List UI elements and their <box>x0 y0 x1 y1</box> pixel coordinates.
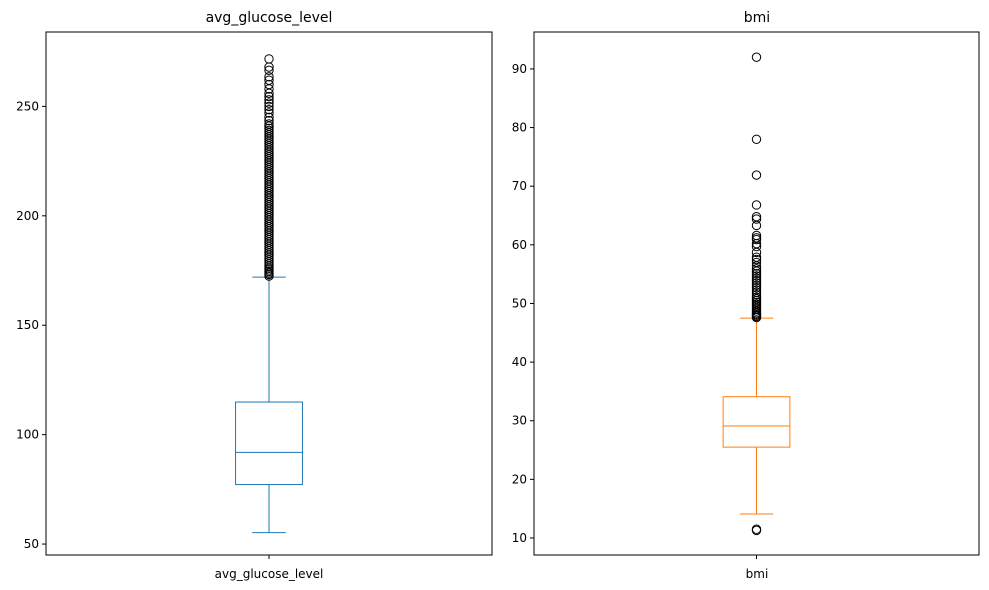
glucose-outlier-point <box>264 65 274 75</box>
bmi-outlier-point <box>751 134 762 144</box>
bmi-y-tick-label: 50 <box>512 296 527 310</box>
bmi-outlier-point <box>751 275 762 286</box>
bmi-outlier-point <box>751 252 762 262</box>
bmi-outlier-point <box>751 52 762 62</box>
glucose-y-tick-label: 150 <box>16 318 39 332</box>
glucose-y-tick-label: 200 <box>16 209 39 223</box>
glucose-outlier-point <box>264 104 274 115</box>
bmi-outlier-point <box>751 282 762 293</box>
glucose-outlier-point <box>264 54 274 64</box>
glucose-outlier-point <box>264 101 274 112</box>
glucose-chart-title: avg_glucose_level <box>206 10 333 26</box>
bmi-outlier-point <box>751 264 762 274</box>
bmi-y-tick-label: 70 <box>512 179 527 193</box>
bmi-outlier-point <box>751 271 762 281</box>
bmi-y-axis: 10 20 30 40 50 60 70 80 90 <box>512 62 757 559</box>
glucose-y-axis: 50 100 150 200 250 <box>16 99 270 559</box>
bmi-outlier-point <box>751 287 762 298</box>
bmi-box <box>722 396 791 448</box>
glucose-outlier-point <box>264 115 274 126</box>
bmi-y-tick-label: 10 <box>512 531 527 545</box>
glucose-outlier-point <box>264 125 274 136</box>
bmi-outlier-point <box>751 524 762 534</box>
bmi-panel: bmi bmi 10 20 30 40 50 60 70 80 90 <box>512 10 980 581</box>
bmi-outlier-point <box>751 268 762 279</box>
glucose-outlier-point <box>264 98 274 108</box>
bmi-y-tick-label: 40 <box>512 355 527 369</box>
bmi-outlier-point <box>751 280 762 290</box>
bmi-outlier-point <box>751 200 762 210</box>
bmi-outliers <box>751 52 762 536</box>
glucose-x-tick-label: avg_glucose_level <box>215 567 324 581</box>
glucose-y-tick-label: 250 <box>16 99 39 113</box>
bmi-outlier-point <box>751 257 762 268</box>
glucose-box <box>235 401 303 486</box>
bmi-outlier-point <box>751 170 762 180</box>
glucose-panel: avg_glucose_level avg_glucose_level 50 10… <box>16 10 493 581</box>
glucose-y-tick-label: 50 <box>24 537 39 551</box>
glucose-outlier-point <box>264 112 274 123</box>
bmi-outlier-point <box>751 278 762 288</box>
bmi-outlier-point <box>751 233 762 243</box>
bmi-outlier-point <box>751 214 762 224</box>
glucose-outlier-point <box>264 123 274 133</box>
bmi-boxplot <box>722 317 791 515</box>
bmi-outlier-point <box>751 211 762 222</box>
bmi-outlier-point <box>751 292 762 302</box>
glucose-outlier-point <box>264 108 274 118</box>
bmi-x-tick-label: bmi <box>746 567 769 581</box>
bmi-outlier-point <box>751 273 762 283</box>
glucose-outlier-point <box>264 95 274 105</box>
bmi-y-tick-label: 20 <box>512 472 527 486</box>
bmi-y-tick-label: 80 <box>512 121 527 135</box>
glucose-outlier-point <box>264 72 274 82</box>
bmi-chart-title: bmi <box>744 10 770 26</box>
bmi-outlier-point <box>751 254 762 265</box>
bmi-outlier-point <box>751 289 762 300</box>
glucose-outlier-point <box>264 91 274 102</box>
bmi-outlier-point <box>751 285 762 295</box>
glucose-boxplot <box>235 276 303 534</box>
glucose-outlier-point <box>264 119 274 129</box>
glucose-outliers <box>264 54 274 281</box>
glucose-outlier-point <box>264 75 274 85</box>
glucose-outlier-point <box>264 79 274 90</box>
bmi-y-tick-label: 30 <box>512 414 527 428</box>
bmi-y-tick-label: 90 <box>512 62 527 76</box>
bmi-y-tick-label: 60 <box>512 238 527 252</box>
bmi-outlier-point <box>751 230 762 241</box>
glucose-y-tick-label: 100 <box>16 428 39 442</box>
